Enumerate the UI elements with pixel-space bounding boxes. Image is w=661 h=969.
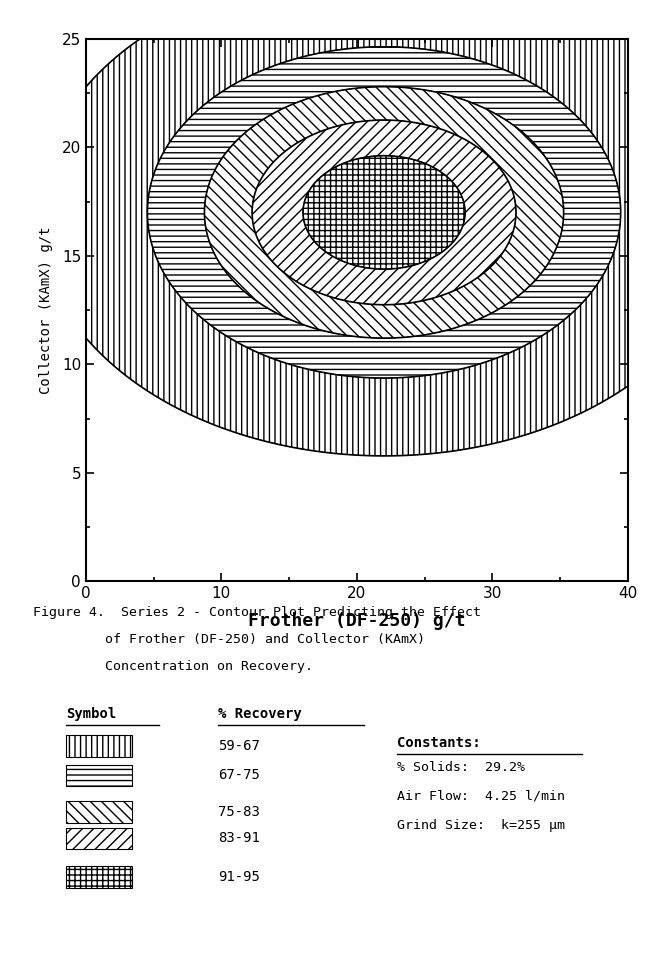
Text: Air Flow:  4.25 l/min: Air Flow: 4.25 l/min <box>397 790 564 802</box>
Point <box>81 574 91 589</box>
PathPatch shape <box>252 120 516 304</box>
PathPatch shape <box>86 39 628 455</box>
Text: 67-75: 67-75 <box>218 768 260 782</box>
Text: 91-95: 91-95 <box>218 870 260 884</box>
Text: Concentration on Recovery.: Concentration on Recovery. <box>33 660 313 672</box>
PathPatch shape <box>204 86 564 338</box>
X-axis label: Frother (DF-250) g/t: Frother (DF-250) g/t <box>248 612 466 631</box>
Text: Grind Size:  k=255 μm: Grind Size: k=255 μm <box>397 819 564 831</box>
Text: of Frother (DF-250) and Collector (KAmX): of Frother (DF-250) and Collector (KAmX) <box>33 633 425 645</box>
Y-axis label: Collector (KAmX) g/t: Collector (KAmX) g/t <box>40 227 54 393</box>
Point <box>81 574 91 589</box>
Point <box>81 574 91 589</box>
PathPatch shape <box>147 47 621 378</box>
Text: 83-91: 83-91 <box>218 831 260 845</box>
Point <box>81 574 91 589</box>
Text: Figure 4.  Series 2 - Contour Plot Predicting the Effect: Figure 4. Series 2 - Contour Plot Predic… <box>33 606 481 618</box>
Text: 75-83: 75-83 <box>218 805 260 819</box>
Point <box>81 574 91 589</box>
PathPatch shape <box>303 156 465 269</box>
Text: % Solids:  29.2%: % Solids: 29.2% <box>397 761 525 773</box>
Text: % Recovery: % Recovery <box>218 707 302 721</box>
Text: Constants:: Constants: <box>397 736 481 750</box>
Text: Symbol: Symbol <box>66 707 116 721</box>
Text: 59-67: 59-67 <box>218 739 260 753</box>
